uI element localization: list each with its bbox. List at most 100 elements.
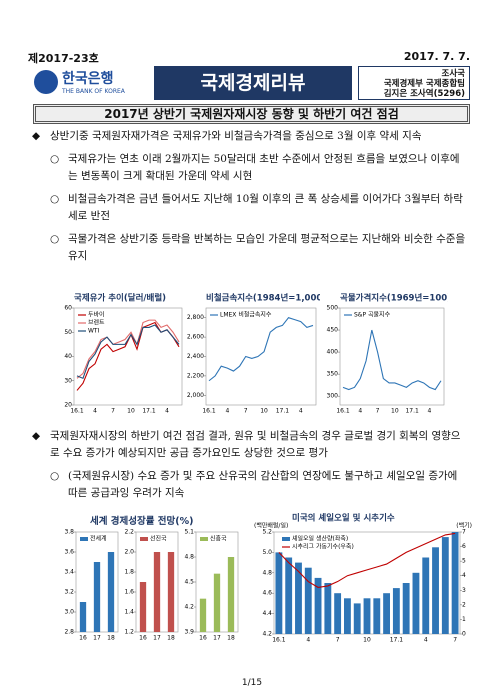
x-tick-label: 4 [165, 408, 169, 415]
logo-mark [34, 70, 58, 94]
author: 김지은 조사역(5296) [383, 89, 465, 99]
y-unit: (백만배럴/일) [254, 522, 288, 530]
plot-frame [205, 307, 317, 406]
chart: 곡물가격지수(1969년=100) 300 350 400 450 500 16.1 4 7 10… [327, 293, 448, 415]
section: 국제원자재시장의 하반기 여건 점검 결과, 원유 및 비철금속의 경우 글로벌… [32, 428, 468, 502]
y-tick-label: 3.6 [64, 549, 74, 556]
bar [227, 557, 235, 632]
x-tick-label: 16.1 [70, 408, 84, 415]
bar [334, 593, 342, 634]
bar [213, 573, 221, 632]
x-tick-label: 4 [306, 637, 310, 644]
x-tick-label: 4 [299, 408, 303, 415]
point: 국제유가는 연초 이래 2월까지는 50달러대 초반 수준에서 안정된 흐름을 … [32, 151, 468, 185]
y-tick-label: 350 [327, 371, 339, 378]
x-tick-label: 17.1 [142, 408, 156, 415]
x-tick-label: 4 [93, 408, 97, 415]
line [76, 324, 180, 380]
plot-frame [339, 307, 445, 406]
x-tick-label: 10 [260, 408, 268, 415]
summary: 상반기중 국제원자재가격은 국제유가와 비철금속가격을 중심으로 3월 이후 약… [32, 128, 468, 145]
bar [343, 598, 351, 634]
y2-unit: (백기) [456, 522, 472, 530]
y-tick-label: 2.0 [124, 549, 134, 556]
y-tick-label: 40 [64, 353, 72, 360]
line [208, 317, 314, 382]
x-tick-label: 17.1 [276, 408, 290, 415]
x-tick-label: 10 [127, 408, 135, 415]
y-tick-label: 300 [327, 393, 339, 400]
y2-tick-label: 5 [462, 558, 466, 565]
review-title: 국제경제리뷰 [154, 66, 352, 100]
bar [422, 557, 430, 634]
legend-label: 두바이 [88, 311, 105, 319]
x-tick-label: 10 [391, 408, 399, 415]
chart-title: 세계 경제성장률 전망(%) [90, 516, 194, 527]
bar [383, 593, 391, 634]
y-tick-label: 1.4 [124, 609, 134, 616]
bar [107, 552, 115, 632]
y2-tick-label: 1 [462, 616, 466, 623]
y-tick-label: 4.6 [262, 590, 272, 597]
bar [79, 602, 87, 632]
bank-name-en: THE BANK OF KOREA [62, 88, 125, 95]
team: 국제경제부 국제종합팀 [383, 79, 465, 89]
chart: 미국의 셰일오일 및 시추기수 (백만배럴/일) (백기) 4.2 4.4 4.6 4.8 5… [254, 513, 472, 644]
x-tick-label: 7 [244, 408, 248, 415]
y-tick-label: 1.8 [124, 569, 134, 576]
y-tick-label: 4.4 [262, 610, 272, 617]
point: 곡물가격은 상반기중 등락을 반복하는 모습인 가운데 평균적으로는 지난해와 … [32, 231, 468, 265]
x-tick-label: 17 [93, 635, 101, 642]
x-tick-label: 16.1 [336, 408, 350, 415]
bar [432, 547, 439, 634]
x-tick-label: 7 [453, 637, 457, 644]
x-tick-label: 18 [227, 635, 235, 642]
logo: 한국은행 THE BANK OF KOREA [32, 66, 150, 100]
legend-label: 시추리그 가동기수(우축) [292, 543, 354, 551]
bar [363, 598, 371, 634]
chart: 국제유가 추이(달러/배럴) 20 30 40 50 60 16.1 4 7 10 17.1 4 두바이… [64, 293, 183, 415]
y-tick-label: 3.4 [64, 569, 74, 576]
doc-title: 2017년 상반기 국제원자재시장 동향 및 하반기 여건 점검 [33, 104, 470, 124]
x-tick-label: 4 [428, 408, 432, 415]
y-tick-label: 30 [64, 377, 72, 384]
legend-label: 선진국 [150, 535, 167, 543]
legend-label: WTI [88, 328, 100, 335]
bar [139, 582, 147, 632]
legend-label: 브렌트 [88, 319, 105, 327]
y2-tick-label: 7 [462, 529, 466, 536]
bar [324, 583, 332, 634]
bank-name: 한국은행 [62, 71, 114, 87]
x-tick-label: 16 [139, 635, 147, 642]
bar [392, 588, 400, 634]
dept: 조사국 [441, 69, 465, 79]
line [342, 329, 442, 391]
bar [199, 598, 207, 632]
chart: 비철금속지수(1984년=1,000) 2,000 2,200 2,400 2,600 2… [187, 293, 320, 415]
bar [304, 567, 312, 634]
y-tick-label: 400 [327, 349, 339, 356]
y-tick-label: 5.1 [184, 529, 194, 536]
chart: 3.9 4.2 4.5 4.8 5.1 16 17 18 신흥국 [184, 529, 239, 642]
y-tick-label: 20 [64, 402, 72, 409]
y-tick-label: 2.8 [64, 629, 74, 636]
x-tick-label: 16 [199, 635, 207, 642]
x-tick-label: 17.1 [405, 408, 419, 415]
bar [373, 598, 381, 634]
x-tick-label: 7 [336, 637, 340, 644]
page-number: 1/15 [241, 678, 263, 688]
x-tick-label: 7 [376, 408, 380, 415]
bar [285, 557, 293, 634]
y2-tick-label: 3 [462, 587, 466, 594]
y2-tick-label: 0 [462, 631, 466, 638]
chart-title: 미국의 셰일오일 및 시추기수 [292, 513, 395, 524]
chart-title: 비철금속지수(1984년=1,000) [206, 293, 320, 304]
author-box: 조사국 국제경제부 국제종합팀 김지은 조사역(5296) [358, 66, 470, 100]
line [278, 532, 456, 588]
legend-label: S&P 곡물지수 [354, 311, 391, 319]
summary: 국제원자재시장의 하반기 여건 점검 결과, 원유 및 비철금속의 경우 글로벌… [32, 428, 468, 462]
x-tick-label: 18 [167, 635, 175, 642]
x-tick-label: 17.1 [390, 637, 404, 644]
point: (국제원유시장) 수요 증가 및 주요 산유국의 감산합의 연장에도 불구하고 … [32, 468, 468, 502]
y-tick-label: 500 [327, 305, 339, 312]
